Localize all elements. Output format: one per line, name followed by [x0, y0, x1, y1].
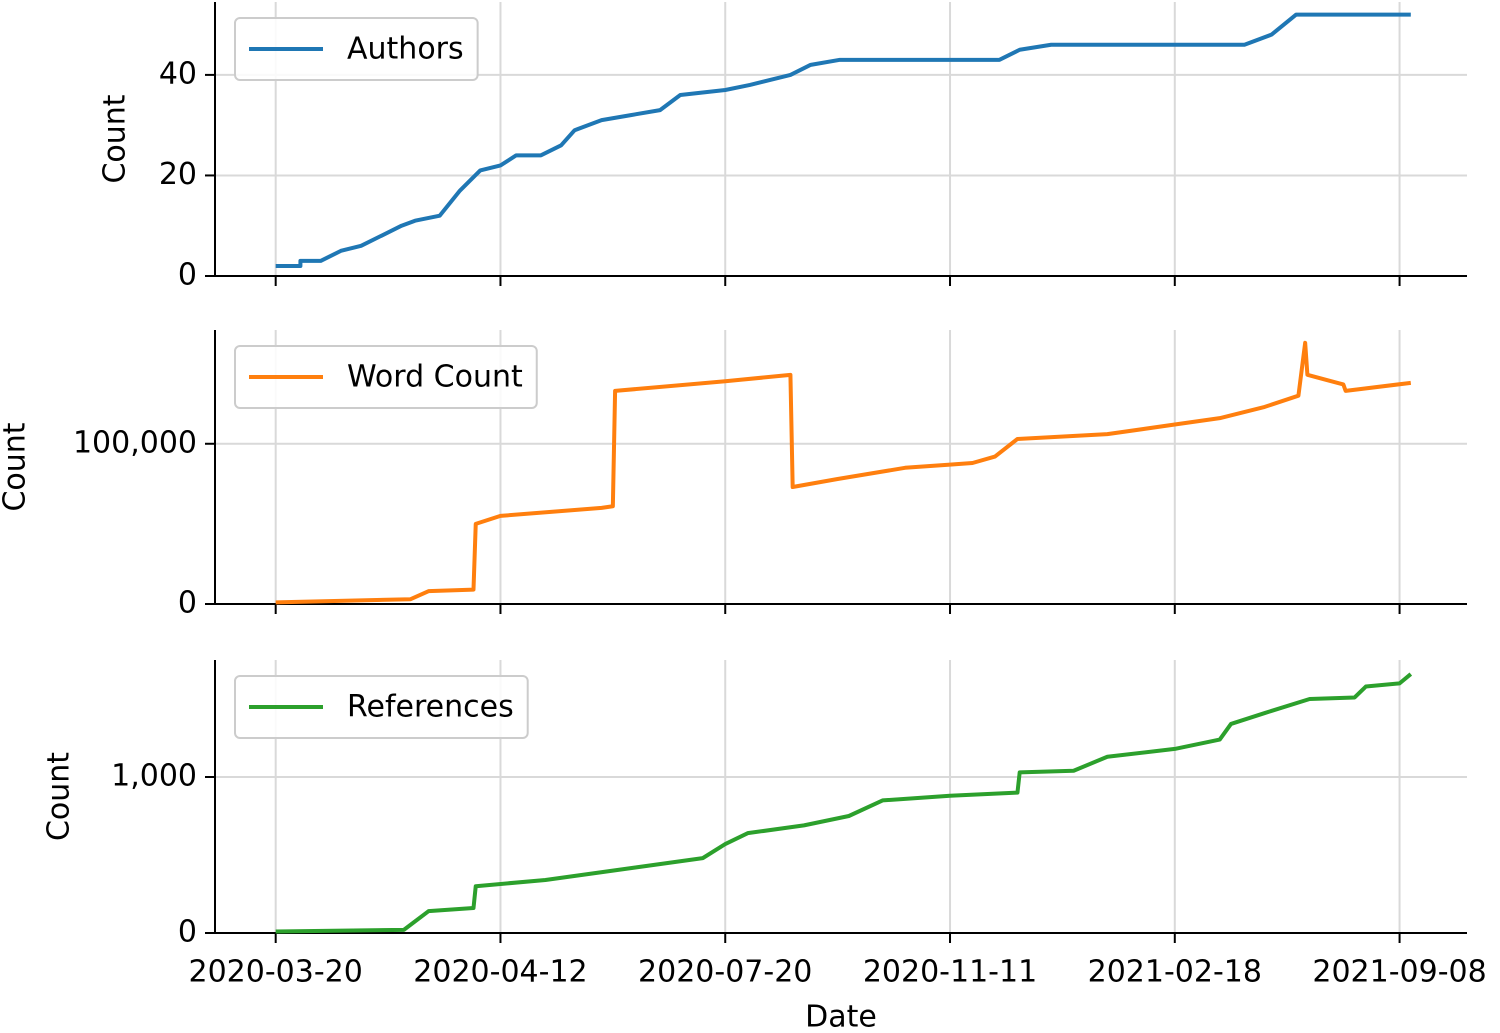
- y-axis-label: Count: [98, 94, 133, 183]
- y-tick-label: 0: [178, 258, 197, 293]
- data-line: [275, 672, 1413, 934]
- y-tick-label: 100,000: [73, 425, 197, 460]
- y-tick-label: 20: [159, 157, 197, 192]
- legend-label: Authors: [347, 32, 464, 67]
- x-tick-label: 2021-09-08: [1312, 955, 1486, 990]
- x-axis-label: Date: [805, 1000, 877, 1033]
- x-tick-label: 2020-11-11: [863, 955, 1037, 990]
- legend-box: [234, 675, 529, 739]
- x-tick-label: 2020-03-20: [189, 955, 363, 990]
- data-line: [275, 12, 1411, 268]
- y-tick-label: 0: [178, 915, 197, 950]
- y-tick-label: 40: [159, 56, 197, 91]
- legend-box: [234, 17, 479, 81]
- y-tick-label: 0: [178, 586, 197, 621]
- y-axis-label: Count: [42, 752, 77, 841]
- x-tick-label: 2021-02-18: [1088, 955, 1262, 990]
- data-line: [275, 340, 1412, 605]
- legend-label: Word Count: [347, 360, 523, 395]
- legend-label: References: [347, 690, 514, 725]
- y-tick-label: 1,000: [111, 759, 197, 794]
- x-tick-label: 2020-04-12: [413, 955, 587, 990]
- x-tick-label: 2020-07-20: [638, 955, 812, 990]
- legend-box: [234, 345, 538, 409]
- y-axis-label: Count: [0, 422, 33, 511]
